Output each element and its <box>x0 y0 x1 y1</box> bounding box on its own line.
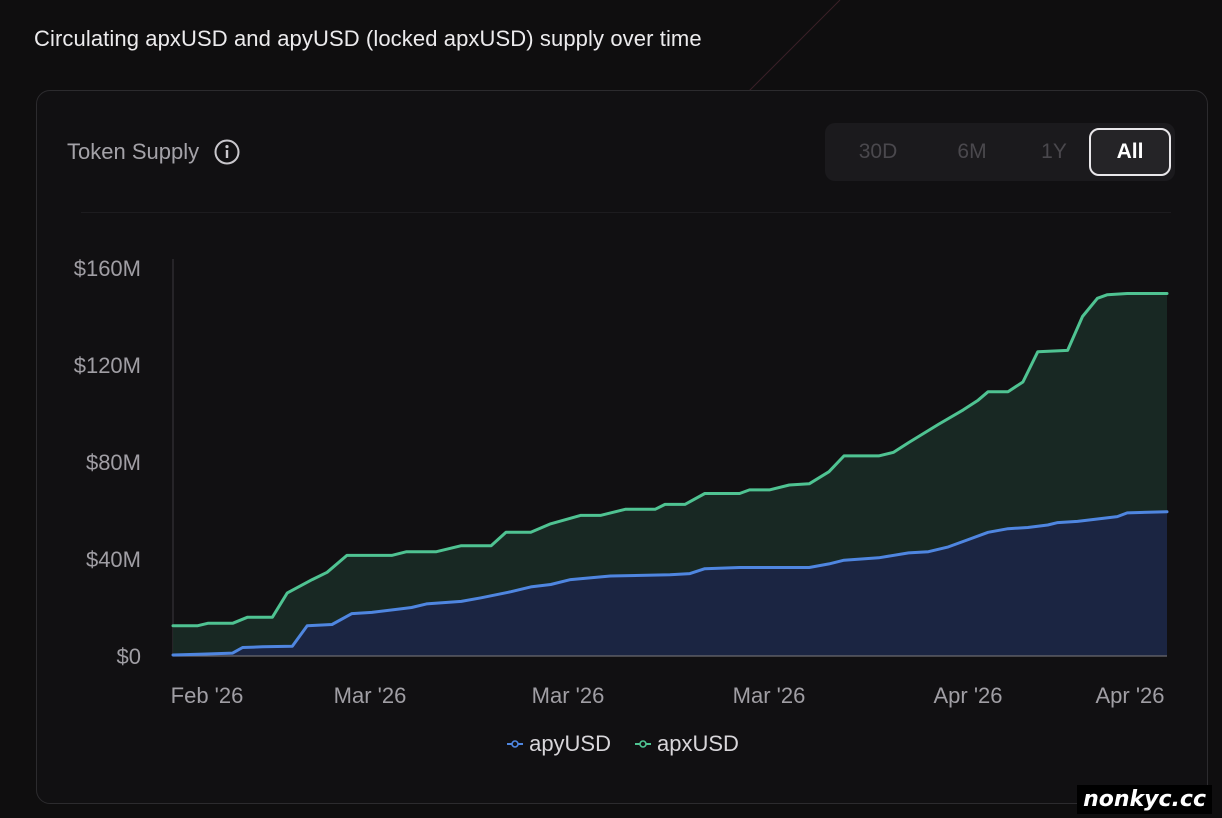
y-tick-label: $160M <box>74 256 141 281</box>
chart-legend: apyUSD apxUSD <box>37 731 1209 757</box>
legend-item-apxusd[interactable]: apxUSD <box>635 731 739 757</box>
card-title: Token Supply <box>67 139 200 164</box>
range-option-6m[interactable]: 6M <box>957 140 987 163</box>
header-divider <box>81 212 1171 213</box>
x-tick-label: Mar '26 <box>733 683 806 708</box>
series-line-apyusd <box>171 510 1169 657</box>
legend-marker-apyusd <box>507 740 524 748</box>
token-supply-chart: $0 $40M $80M $120M $160M Feb '26 Mar '26 Mar '2… <box>74 256 1169 708</box>
y-tick-label: $80M <box>86 450 141 475</box>
legend-marker-apxusd <box>635 740 651 748</box>
token-supply-card: Token Supply 30D 6M 1Y All $0 $40M $80M $12… <box>36 90 1208 804</box>
series-line-apxusd <box>171 292 1169 628</box>
legend-item-apyusd[interactable]: apyUSD <box>507 731 611 757</box>
y-tick-label: $120M <box>74 353 141 378</box>
card-header: Token Supply <box>67 138 241 166</box>
page-subtitle: Circulating apxUSD and apyUSD (locked ap… <box>34 26 702 51</box>
x-tick-label: Mar '26 <box>334 683 407 708</box>
x-tick-label: Feb '26 <box>171 683 244 708</box>
range-option-all[interactable]: All <box>1089 128 1171 176</box>
area-fill-apyusd <box>173 511 1167 656</box>
x-tick-label: Apr '26 <box>933 683 1002 708</box>
x-tick-label: Apr '26 <box>1095 683 1164 708</box>
legend-label-apxusd: apxUSD <box>657 731 739 756</box>
x-tick-label: Mar '26 <box>532 683 605 708</box>
range-option-1y[interactable]: 1Y <box>1041 140 1067 163</box>
legend-label-apyusd: apyUSD <box>529 731 611 756</box>
y-tick-label: $0 <box>117 644 141 669</box>
time-range-selector: 30D 6M 1Y All <box>825 123 1175 181</box>
info-icon[interactable] <box>213 138 241 166</box>
y-tick-label: $40M <box>86 547 141 572</box>
range-option-30d[interactable]: 30D <box>858 140 898 163</box>
watermark-text: nonkyc.cc <box>1077 785 1212 814</box>
